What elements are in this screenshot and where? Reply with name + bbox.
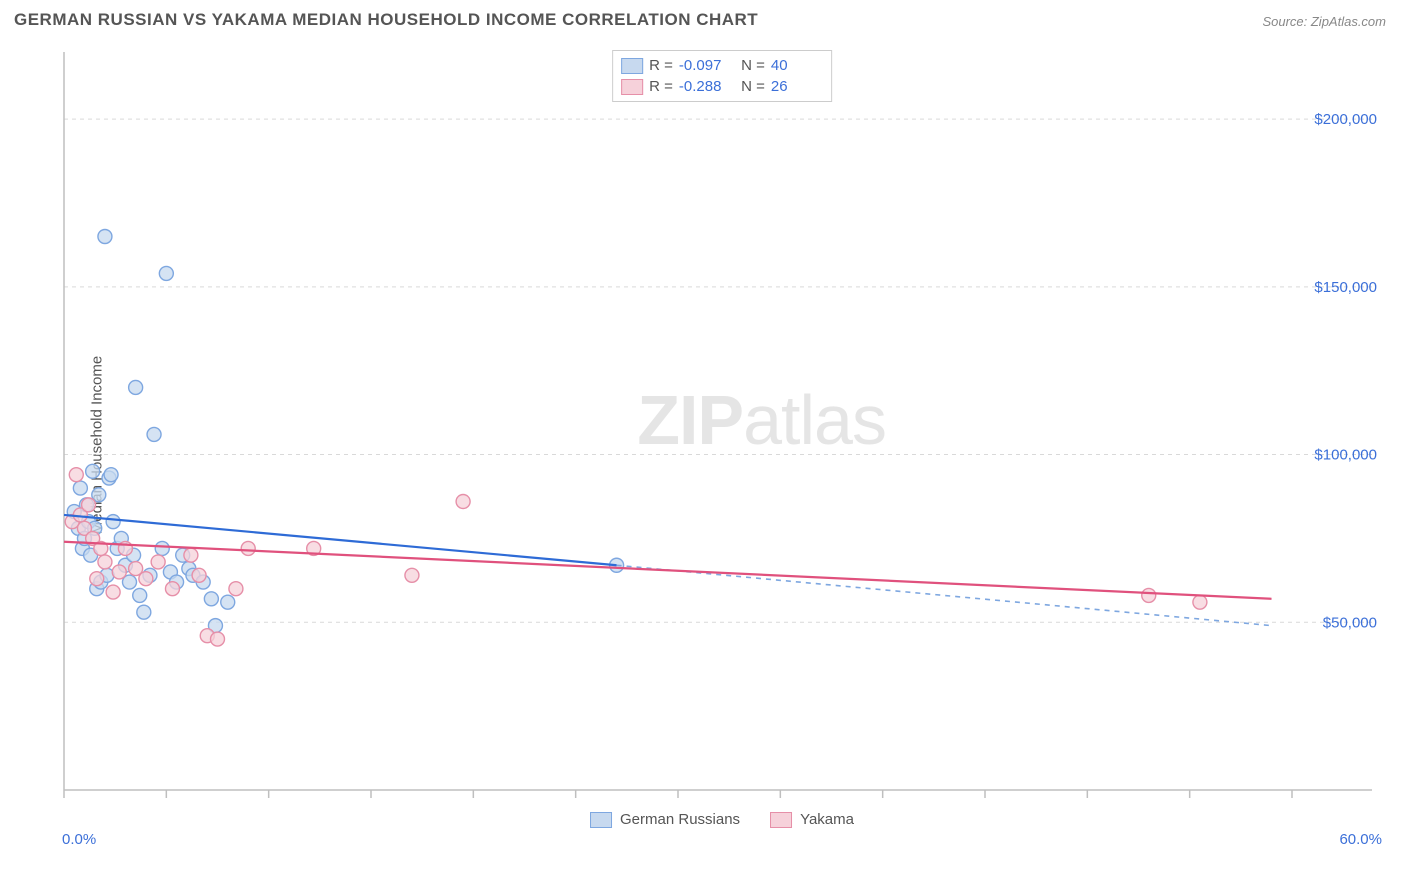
x-axis-max-label: 60.0% xyxy=(1339,831,1382,848)
swatch-bottom-1 xyxy=(770,812,792,828)
svg-text:$50,000: $50,000 xyxy=(1323,614,1377,631)
legend-r-value-1: -0.288 xyxy=(679,78,731,95)
legend-r-label: R = xyxy=(649,78,673,95)
legend-item-series-0: German Russians xyxy=(590,811,740,828)
source-value: ZipAtlas.com xyxy=(1311,14,1386,29)
series-legend: German Russians Yakama xyxy=(590,811,854,828)
svg-text:$100,000: $100,000 xyxy=(1314,447,1377,464)
legend-item-series-1: Yakama xyxy=(770,811,854,828)
legend-r-label: R = xyxy=(649,57,673,74)
chart-title: GERMAN RUSSIAN VS YAKAMA MEDIAN HOUSEHOL… xyxy=(14,10,758,30)
swatch-series-1 xyxy=(621,79,643,95)
legend-n-value-1: 26 xyxy=(771,78,823,95)
chart-container: Median Household Income $50,000$100,000$… xyxy=(14,30,1394,860)
x-axis-min-label: 0.0% xyxy=(62,831,96,848)
legend-n-value-0: 40 xyxy=(771,57,823,74)
source-attribution: Source: ZipAtlas.com xyxy=(1262,10,1386,29)
legend-label-0: German Russians xyxy=(620,811,740,828)
legend-n-label: N = xyxy=(737,78,765,95)
svg-text:$200,000: $200,000 xyxy=(1314,111,1377,128)
svg-text:$150,000: $150,000 xyxy=(1314,279,1377,296)
swatch-bottom-0 xyxy=(590,812,612,828)
swatch-series-0 xyxy=(621,58,643,74)
legend-row-series-1: R = -0.288 N = 26 xyxy=(621,76,823,97)
legend-row-series-0: R = -0.097 N = 40 xyxy=(621,55,823,76)
legend-label-1: Yakama xyxy=(800,811,854,828)
correlation-legend: R = -0.097 N = 40 R = -0.288 N = 26 xyxy=(612,50,832,102)
legend-r-value-0: -0.097 xyxy=(679,57,731,74)
plot-area: $50,000$100,000$150,000$200,000 ZIPatlas… xyxy=(62,50,1382,820)
legend-n-label: N = xyxy=(737,57,765,74)
scatter-plot-svg: $50,000 $100,000 $150,000 $200,000 xyxy=(62,50,1382,820)
source-label: Source: xyxy=(1262,14,1310,29)
